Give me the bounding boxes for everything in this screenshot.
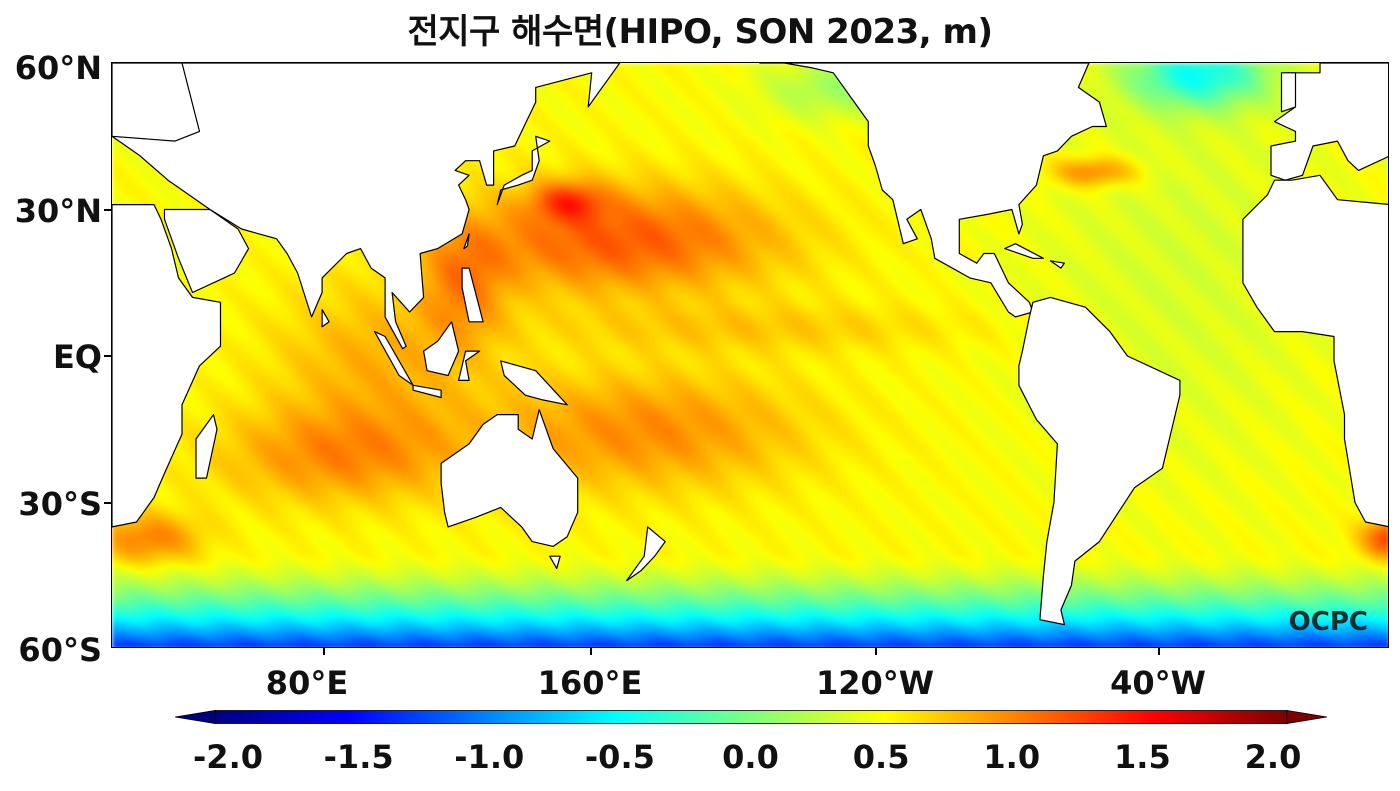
lat-label-30s: 30°S xyxy=(18,485,102,523)
landmass-taiwan xyxy=(463,233,470,250)
lat-label-30n: 30°N xyxy=(14,192,102,230)
landmass-madagascar xyxy=(195,414,218,479)
landmass-arabia xyxy=(163,208,250,294)
landmass-new-guinea xyxy=(500,360,568,406)
colorbar-extend-low xyxy=(175,710,216,724)
ocpc-watermark: OCPC xyxy=(1288,607,1368,637)
lat-tick xyxy=(104,209,111,211)
colorbar-tick-label: 0.5 xyxy=(852,738,910,776)
colorbar-tick-label: -0.5 xyxy=(584,738,655,776)
landmass-cuba xyxy=(1004,243,1045,259)
lon-tick xyxy=(323,648,325,655)
colorbar-gradient xyxy=(214,710,1288,724)
lon-label-160e: 160°E xyxy=(537,664,643,702)
landmass-hispaniola xyxy=(1049,260,1066,269)
colorbar-tick-label: 2.0 xyxy=(1244,738,1302,776)
lon-tick xyxy=(1158,648,1160,655)
landmass-java xyxy=(412,384,442,399)
land-layer xyxy=(112,63,1388,626)
landmass-borneo xyxy=(423,321,460,377)
landmass-north-america xyxy=(759,63,1108,318)
landmass-philippines xyxy=(461,267,484,323)
landmass-africa-east xyxy=(112,204,222,528)
colorbar-tick-label: 1.5 xyxy=(1114,738,1171,776)
colorbar-extend-high xyxy=(1286,710,1327,724)
colorbar-tick-label: -1.0 xyxy=(454,738,525,776)
lat-tick xyxy=(104,502,111,504)
lon-tick xyxy=(875,648,877,655)
lon-label-40w: 40°W xyxy=(1110,664,1206,702)
landmass-new-zealand xyxy=(626,526,666,582)
landmass-japan xyxy=(496,135,551,206)
lon-label-80e: 80°E xyxy=(265,664,349,702)
lon-tick xyxy=(590,648,592,655)
colorbar-tick-label: -2.0 xyxy=(193,738,263,776)
landmass-sri-lanka xyxy=(321,309,330,328)
landmass-eurasia xyxy=(112,63,621,350)
landmass-sulawesi xyxy=(458,350,481,381)
landmass-south-america xyxy=(1018,296,1181,626)
landmass-british-isles xyxy=(1280,72,1297,113)
map-title: 전지구 해수면(HIPO, SON 2023, m) xyxy=(407,12,993,52)
lat-label-60n: 60°N xyxy=(14,49,102,87)
colorbar-tick-label: 0.0 xyxy=(722,738,779,776)
landmass-sumatra xyxy=(374,331,414,386)
colorbar xyxy=(175,710,1327,724)
colorbar-tick-label: 1.0 xyxy=(983,738,1041,776)
lat-tick xyxy=(104,355,111,357)
sea-level-map: OCPC xyxy=(111,62,1389,648)
lat-label-eq: EQ xyxy=(52,338,102,376)
colorbar-tick-label: -1.5 xyxy=(323,738,394,776)
lon-label-120w: 120°W xyxy=(815,664,935,702)
landmass-africa-west xyxy=(1242,174,1388,528)
landmass-caspian-region xyxy=(112,63,201,142)
landmass-australia xyxy=(440,409,579,547)
landmass-europe xyxy=(1270,63,1388,181)
landmass-tasmania xyxy=(549,555,561,569)
lat-label-60s: 60°S xyxy=(18,631,102,669)
